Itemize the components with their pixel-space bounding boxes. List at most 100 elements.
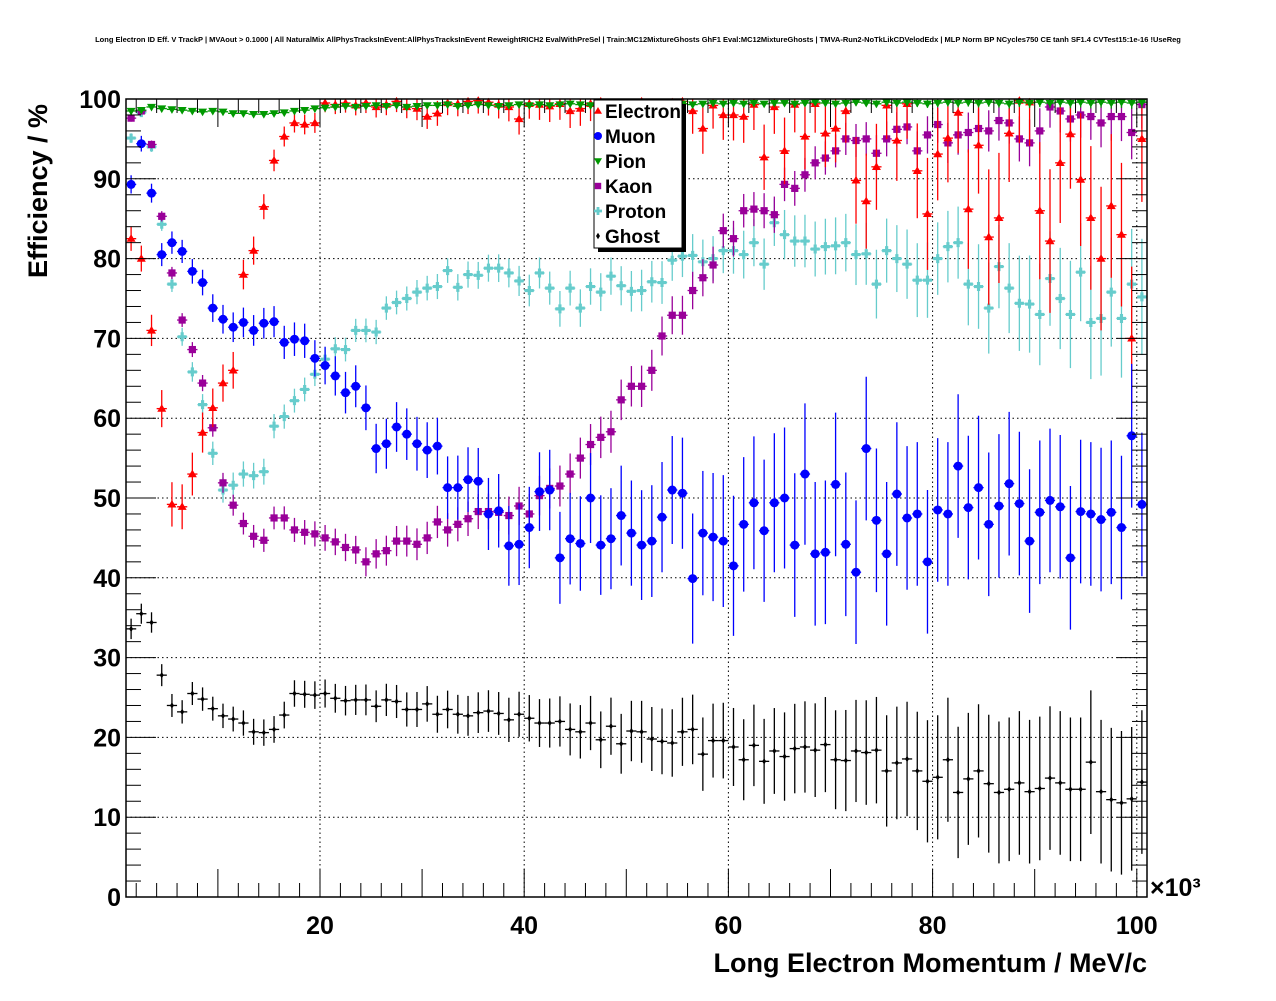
data-point <box>167 238 177 248</box>
legend-marker-proton <box>594 207 602 215</box>
data-point <box>238 270 248 278</box>
data-point <box>535 268 545 278</box>
data-point <box>974 483 984 493</box>
data-point <box>187 469 197 478</box>
x-tick-label: 80 <box>919 912 947 940</box>
data-point <box>372 550 380 558</box>
data-point <box>739 519 749 529</box>
x-tick-label: 40 <box>510 912 538 940</box>
data-point <box>1035 99 1045 107</box>
legend-label-proton: Proton <box>605 202 666 223</box>
data-point <box>802 743 807 751</box>
data-point <box>617 396 625 404</box>
data-point <box>300 384 310 394</box>
data-point <box>362 558 370 566</box>
data-point <box>361 103 371 111</box>
data-point <box>565 283 575 293</box>
data-point <box>751 742 756 749</box>
legend-marker-pion <box>594 158 602 165</box>
data-point <box>374 703 379 710</box>
data-point <box>912 99 922 108</box>
data-point <box>718 100 728 109</box>
data-point <box>351 103 361 112</box>
data-point <box>455 711 460 718</box>
data-point <box>300 120 310 128</box>
x-axis-label: Long Electron Momentum / MeV/c <box>713 948 1147 978</box>
data-point <box>1116 230 1126 238</box>
data-point <box>228 322 238 332</box>
data-point <box>1068 786 1073 793</box>
data-point <box>555 101 565 110</box>
data-point <box>718 110 728 119</box>
data-point <box>861 444 871 454</box>
data-point <box>854 747 859 755</box>
data-point <box>596 287 606 297</box>
data-point <box>912 166 922 174</box>
data-points <box>126 96 1147 875</box>
data-point <box>351 325 361 335</box>
data-point <box>994 213 1004 222</box>
data-point <box>638 382 646 390</box>
data-point <box>413 540 421 548</box>
data-point <box>922 557 932 567</box>
data-point <box>190 690 195 697</box>
data-point <box>670 739 675 747</box>
data-point <box>261 729 266 736</box>
data-point <box>1106 287 1116 297</box>
data-point <box>943 242 953 252</box>
data-point <box>414 706 419 713</box>
data-point <box>1076 175 1086 183</box>
data-point <box>619 740 624 747</box>
data-point <box>995 116 1003 125</box>
data-point <box>974 140 984 149</box>
data-point <box>392 102 402 110</box>
data-point <box>494 103 504 111</box>
data-point <box>432 102 442 110</box>
data-point <box>250 532 258 540</box>
data-point <box>341 388 351 398</box>
data-point <box>412 103 422 111</box>
data-point <box>1116 523 1126 533</box>
data-point <box>504 541 514 551</box>
data-point <box>126 179 136 189</box>
data-point <box>422 283 432 293</box>
legend-label-muon: Muon <box>605 127 656 148</box>
axis-ticks <box>126 98 1147 898</box>
data-point <box>320 361 330 371</box>
data-point <box>759 152 769 161</box>
data-point <box>249 246 259 254</box>
data-point <box>147 140 156 149</box>
data-point <box>1096 99 1106 107</box>
data-point <box>892 135 902 144</box>
data-point <box>159 671 164 679</box>
data-point <box>718 246 728 256</box>
data-point <box>514 101 524 110</box>
data-point <box>1055 158 1065 166</box>
data-point <box>381 439 391 449</box>
data-point <box>453 282 463 292</box>
data-point <box>647 277 657 287</box>
data-point <box>689 286 697 295</box>
data-point <box>198 278 208 288</box>
data-point <box>320 98 330 107</box>
data-point <box>708 532 718 542</box>
data-point <box>956 789 961 796</box>
data-point <box>575 101 585 110</box>
data-point <box>864 749 869 756</box>
data-point <box>1036 127 1044 135</box>
data-point <box>423 534 431 542</box>
data-point <box>312 691 317 699</box>
data-point <box>851 175 861 184</box>
data-point <box>1025 99 1035 108</box>
data-point <box>905 755 910 763</box>
grid <box>126 99 1147 897</box>
data-point <box>1096 515 1106 525</box>
data-point <box>228 480 238 490</box>
data-point <box>708 99 718 108</box>
data-point <box>925 778 930 785</box>
data-point <box>729 235 738 243</box>
data-point <box>1107 112 1115 121</box>
legend-marker-muon <box>594 132 602 140</box>
data-point <box>129 625 134 633</box>
data-point <box>126 107 136 116</box>
